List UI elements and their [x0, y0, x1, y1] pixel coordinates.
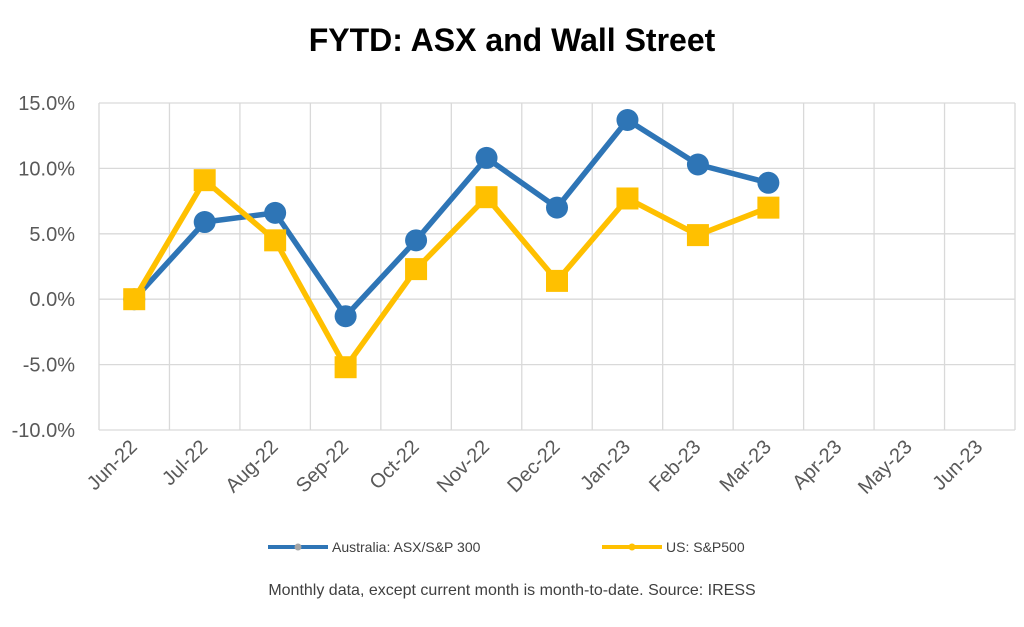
y-tick-label: 5.0%: [29, 224, 75, 246]
data-point-circle: [405, 229, 428, 252]
data-point-circle: [334, 305, 357, 328]
data-point-square: [757, 196, 780, 219]
y-tick-label: 10.0%: [18, 158, 75, 180]
y-axis: 15.0% 10.0% 5.0% 0.0% -5.0% -10.0%: [12, 93, 76, 442]
data-point-circle: [757, 171, 780, 194]
data-point-circle: [546, 196, 568, 219]
data-point-circle: [616, 109, 639, 132]
x-tick-label: Jan-23: [576, 436, 635, 495]
x-tick-label: Nov-22: [433, 436, 494, 497]
chart-title: FYTD: ASX and Wall Street: [308, 22, 716, 58]
gridlines: [98, 102, 1016, 431]
data-point-circle: [193, 211, 216, 234]
data-point-square: [193, 169, 216, 192]
series-line: [132, 117, 770, 319]
data-point-square: [475, 186, 498, 209]
data-point-square: [123, 288, 146, 311]
y-tick-label: 0.0%: [29, 289, 75, 311]
footnote: Monthly data, except current month is mo…: [268, 582, 756, 599]
x-tick-label: Sep-22: [292, 436, 353, 497]
data-point-square: [334, 356, 357, 379]
data-point-circle: [475, 146, 498, 169]
x-tick-label: Apr-23: [788, 436, 846, 494]
data-point-circle: [686, 153, 709, 176]
x-tick-label: Aug-22: [222, 436, 283, 497]
x-tick-label: May-23: [854, 436, 917, 499]
x-tick-label: Feb-23: [645, 436, 705, 496]
x-tick-label: Jun-22: [83, 436, 142, 495]
data-point-square: [686, 224, 709, 247]
data-point-square: [264, 229, 287, 252]
data-point-circle: [264, 201, 287, 224]
y-tick-label: -5.0%: [23, 355, 75, 377]
series: [123, 109, 780, 379]
x-axis: Jun-22 Jul-22 Aug-22 Sep-22 Oct-22 Nov-22 Dec-…: [83, 436, 987, 499]
legend: Australia: ASX/S&P 300 US: S&P500: [268, 539, 745, 555]
data-point-square: [405, 258, 428, 281]
y-tick-label: -10.0%: [12, 420, 76, 442]
data-point-square: [546, 269, 568, 292]
x-tick-label: Jul-22: [158, 436, 212, 490]
x-tick-label: Jun-23: [929, 436, 988, 495]
series-line: [131, 177, 770, 370]
data-point-square: [616, 187, 639, 210]
legend-marker: [294, 543, 302, 551]
x-tick-label: Oct-22: [366, 436, 424, 494]
legend-label: Australia: ASX/S&P 300: [332, 539, 481, 555]
y-tick-label: 15.0%: [18, 93, 75, 115]
legend-label: US: S&P500: [666, 539, 745, 555]
legend-marker: [628, 543, 636, 551]
x-tick-label: Mar-23: [716, 436, 776, 496]
x-tick-label: Dec-22: [503, 436, 564, 497]
